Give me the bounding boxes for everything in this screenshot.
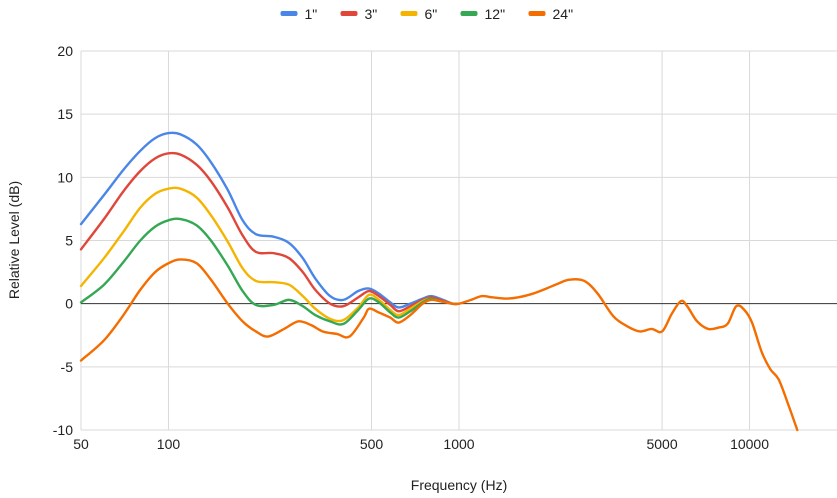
y-tick-label: 15 <box>57 106 73 122</box>
x-tick-label: 1000 <box>443 436 474 452</box>
legend-label: 6" <box>425 6 438 22</box>
y-tick-label: -10 <box>53 422 73 438</box>
legend-swatch <box>528 11 546 16</box>
series-line-1 <box>79 151 461 313</box>
grid <box>80 50 837 431</box>
x-tick-label: 500 <box>360 436 384 452</box>
series-lines <box>79 131 799 432</box>
legend-label: 12" <box>485 6 506 22</box>
series-line-2 <box>79 186 461 323</box>
x-tick-label: 5000 <box>646 436 677 452</box>
y-tick-label: 5 <box>65 233 73 249</box>
series-line-0 <box>79 131 461 309</box>
x-axis-ticks: 50 100 500 1000 5000 10000 <box>73 436 769 452</box>
x-axis-title: Frequency (Hz) <box>411 477 507 493</box>
legend: 1" 3" 6" 12" 24" <box>280 6 574 22</box>
x-tick-label: 50 <box>73 436 89 452</box>
y-tick-label: 0 <box>65 296 73 312</box>
y-tick-label: 10 <box>57 169 73 185</box>
legend-label: 3" <box>365 6 378 22</box>
legend-swatch <box>460 11 478 16</box>
legend-swatch <box>280 11 298 16</box>
y-tick-label: -5 <box>61 359 74 375</box>
legend-label: 1" <box>305 6 318 22</box>
legend-swatch <box>340 11 358 16</box>
y-tick-label: 20 <box>57 43 73 59</box>
legend-swatch <box>400 11 418 16</box>
legend-label: 24" <box>553 6 574 22</box>
x-tick-label: 100 <box>157 436 181 452</box>
series-line-4 <box>79 258 799 432</box>
y-axis-title: Relative Level (dB) <box>6 181 22 299</box>
x-tick-label: 10000 <box>730 436 769 452</box>
y-axis-ticks: -10 -5 0 5 10 15 20 <box>53 43 73 438</box>
series-line-3 <box>79 217 461 326</box>
